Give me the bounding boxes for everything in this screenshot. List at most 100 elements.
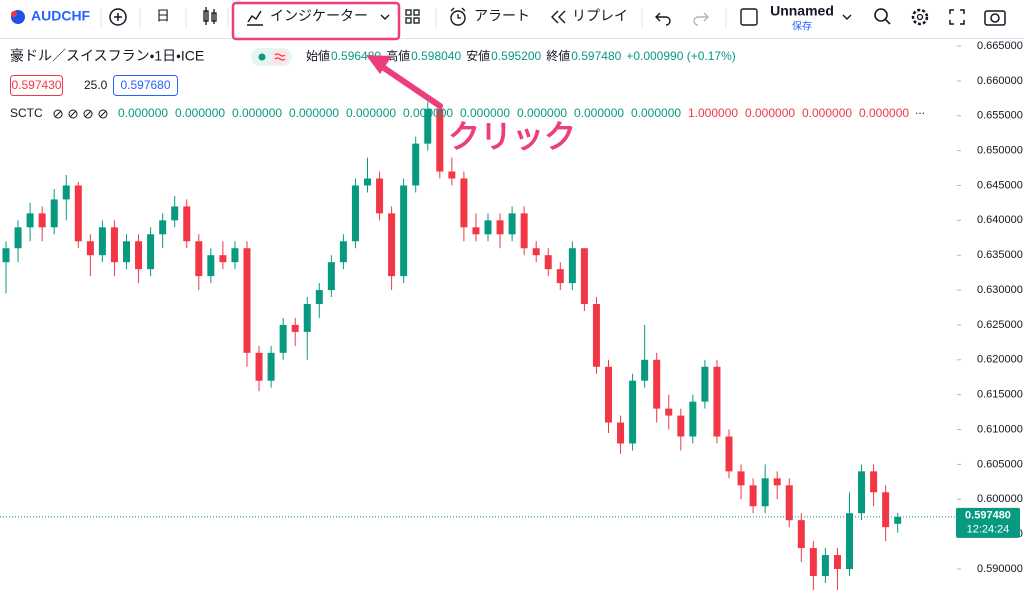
replay-icon: [551, 10, 566, 24]
arrow-head: [366, 55, 392, 74]
candle-body: [725, 436, 733, 472]
candle-body: [26, 213, 34, 228]
layouts-button[interactable]: [405, 9, 420, 24]
candle-body: [858, 471, 866, 514]
status-dot: [258, 53, 266, 61]
redo[interactable]: [693, 12, 709, 26]
alert-icon-hands: [450, 7, 466, 19]
candle-body: [38, 213, 46, 228]
ohlc-value: 0.597480: [571, 49, 621, 63]
candle-body: [761, 478, 769, 507]
y-tick-label: 0.640000: [977, 214, 1023, 226]
last-price-box: [956, 507, 1020, 538]
candle-body: [195, 241, 203, 277]
y-tick-label: 0.615000: [977, 389, 1023, 401]
save-button[interactable]: 保存: [792, 20, 812, 33]
candle-body: [713, 366, 721, 437]
snapshot[interactable]: [984, 10, 1006, 26]
settings-center: [916, 13, 924, 21]
y-tick-label: 0.630000: [977, 284, 1023, 296]
layout-dropdown[interactable]: [842, 14, 852, 20]
candle-body: [460, 178, 468, 228]
alert-icon: [450, 10, 466, 26]
settings[interactable]: [911, 8, 929, 26]
candle-body: [797, 520, 805, 549]
indicator-value: 0.000000: [346, 106, 396, 120]
search[interactable]: [874, 8, 888, 22]
candle-body: [303, 304, 311, 332]
candle-body: [448, 171, 456, 179]
bid-box[interactable]: [10, 75, 63, 96]
y-tick-label: 0.665000: [977, 40, 1023, 52]
candle-body: [98, 227, 106, 256]
ohlc-label: 高値: [386, 48, 410, 63]
indicator-value: 0.000000: [289, 106, 339, 120]
indicator-value: 0.000000: [232, 106, 282, 120]
candle-body: [74, 185, 82, 242]
candle-body: [364, 178, 371, 186]
candle-body: [580, 248, 588, 305]
add-symbol[interactable]: [109, 8, 127, 26]
annotation-text: クリック: [448, 118, 576, 154]
candle-body: [484, 220, 492, 235]
candle-body: [882, 492, 890, 528]
ask-box[interactable]: [113, 75, 178, 96]
candle-body: [809, 548, 817, 576]
layout-name[interactable]: Unnamed: [770, 3, 834, 19]
candle-body: [86, 241, 94, 256]
indicator-value: 0.000000: [403, 106, 453, 120]
indicators-button[interactable]: インジケーター: [270, 8, 368, 24]
indicator-value: 0.000000: [118, 106, 168, 120]
candle-body: [255, 352, 263, 381]
ohlc-value: 0.595200: [491, 49, 541, 63]
candle-body: [677, 415, 685, 437]
candle-body: [629, 380, 637, 444]
candle-body: [532, 248, 540, 256]
indicator-more[interactable]: ...: [915, 103, 925, 117]
indicators-icon: [247, 10, 263, 26]
alert-button[interactable]: アラート: [474, 8, 530, 24]
indicators-dropdown[interactable]: [380, 14, 390, 20]
candle-body: [846, 513, 853, 569]
candle-body: [689, 401, 697, 437]
indicator-value: 0.000000: [460, 106, 510, 120]
layout-checkbox[interactable]: [740, 8, 758, 26]
ohlc-value: 0.598040: [411, 49, 461, 63]
legend: 豪ドル／スイスフラン・1日・ICE 始値 0.596480 高値 0.598040 安値…: [10, 48, 925, 120]
y-tick-label: 0.650000: [977, 145, 1023, 157]
fullscreen[interactable]: [949, 9, 965, 25]
candle-body: [267, 352, 275, 381]
candle-body: [749, 485, 757, 507]
candle-body: [605, 366, 612, 423]
y-tick-label: 0.645000: [977, 179, 1023, 191]
candle-body: [327, 262, 335, 291]
symbol[interactable]: AUDCHF: [31, 8, 91, 24]
candle-body: [207, 255, 215, 277]
candle-body: [785, 485, 793, 521]
candle-body: [870, 471, 878, 493]
candle-body: [14, 227, 22, 249]
y-tick-label: 0.610000: [977, 423, 1023, 435]
candle-body: [315, 290, 323, 305]
candle-body: [520, 213, 528, 249]
ask: 0.597680: [120, 78, 170, 92]
chart-type[interactable]: [203, 7, 217, 25]
ohlc-label: 終値: [546, 48, 570, 63]
candle-body: [617, 422, 625, 444]
candle-body: [388, 213, 396, 277]
candle-body: [2, 248, 10, 263]
indicator-value: 0.000000: [574, 106, 624, 120]
last-price-label: 0.597480: [965, 510, 1011, 522]
replay-button[interactable]: リプレイ: [572, 8, 628, 24]
candle-body: [159, 220, 167, 235]
candle-body: [376, 178, 384, 214]
toolbar: AUDCHF 日 インジケーター アラート リプレイ Unnamed 保存: [0, 0, 1024, 39]
candle-body: [436, 108, 444, 172]
candle-body: [183, 206, 191, 242]
candle-body: [231, 248, 239, 263]
spread: 25.0: [84, 78, 108, 92]
candle-body: [544, 255, 552, 270]
undo[interactable]: [655, 12, 671, 26]
candle-body: [592, 304, 600, 367]
interval[interactable]: 日: [156, 8, 170, 24]
